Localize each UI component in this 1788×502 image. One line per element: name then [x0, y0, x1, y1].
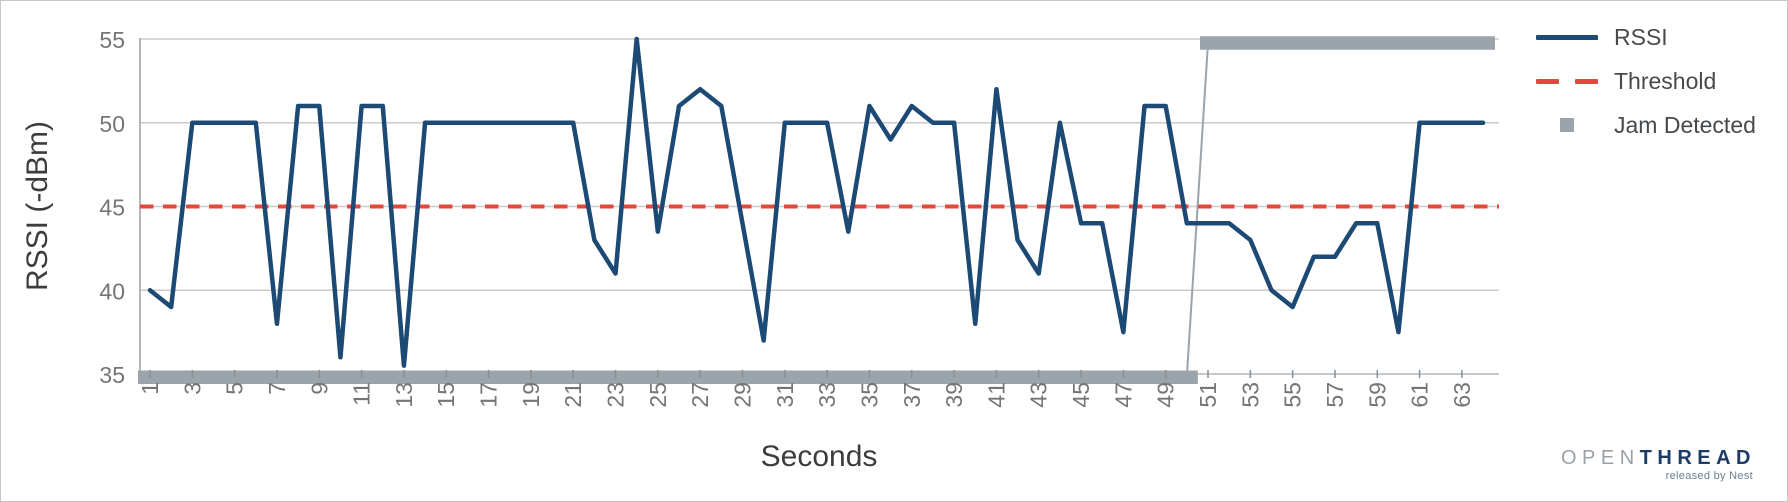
openthread-logo: OPENTHREAD released by Nest: [1561, 448, 1756, 482]
x-tick-label: 57: [1322, 382, 1348, 408]
jam-square-swatch: [1536, 118, 1598, 132]
legend-item-rssi: RSSI: [1536, 15, 1756, 59]
rssi-line-swatch: [1536, 34, 1598, 40]
logo-tagline: released by Nest: [1665, 470, 1753, 482]
legend: RSSI Threshold Jam Detected: [1536, 15, 1756, 147]
x-tick-label: 55: [1280, 382, 1306, 408]
legend-item-jam-detected: Jam Detected: [1536, 103, 1756, 147]
threshold-dash-swatch: [1536, 78, 1598, 84]
x-tick-label: 43: [1026, 382, 1052, 408]
x-tick-label: 39: [941, 382, 967, 408]
x-tick-label: 53: [1237, 382, 1263, 408]
x-tick-label: 51: [1195, 382, 1221, 408]
x-tick-label: 31: [772, 382, 798, 408]
x-tick-label: 15: [433, 382, 459, 408]
logo-open-text: OPEN: [1560, 447, 1640, 469]
x-tick-label: 5: [222, 382, 248, 395]
x-tick-label: 23: [603, 382, 629, 408]
x-tick-label: 9: [306, 382, 332, 395]
y-tick-label: 50: [99, 111, 125, 137]
x-tick-label: 21: [560, 382, 586, 408]
rssi-line-series: [147, 36, 1486, 368]
x-tick-label: 37: [899, 382, 925, 408]
x-tick-label: 47: [1110, 382, 1136, 408]
x-tick-label: 49: [1153, 382, 1179, 408]
x-tick-label: 7: [264, 382, 290, 395]
y-tick-label: 45: [99, 195, 125, 221]
x-tick-label: 19: [518, 382, 544, 408]
x-tick-label: 61: [1407, 382, 1433, 408]
x-tick-label: 13: [391, 382, 417, 408]
x-axis-title: Seconds: [760, 440, 878, 473]
x-tick-label: 11: [349, 382, 375, 406]
legend-label: Jam Detected: [1614, 111, 1756, 138]
x-tick-label: 45: [1068, 382, 1094, 408]
x-tick-label: 27: [687, 382, 713, 408]
x-tick-label: 1: [137, 382, 163, 395]
x-tick-label: 29: [729, 382, 755, 408]
logo-thread-text: THREAD: [1639, 447, 1756, 469]
y-axis-title: RSSI (-dBm): [21, 120, 54, 292]
x-tick-label: 3: [179, 382, 205, 395]
x-tick-label: 41: [983, 382, 1009, 408]
x-tick-label: 35: [856, 382, 882, 408]
x-tick-label: 63: [1449, 382, 1475, 408]
x-tick-label: 25: [645, 382, 671, 408]
legend-label: RSSI: [1614, 23, 1668, 50]
y-tick-label: 40: [99, 278, 125, 304]
legend-item-threshold: Threshold: [1536, 59, 1756, 103]
legend-label: Threshold: [1614, 67, 1717, 94]
x-tick-label: 33: [814, 382, 840, 408]
y-tick-label: 35: [99, 362, 125, 388]
openthread-wordmark: OPENTHREAD: [1561, 448, 1756, 468]
jam-transition-line: [1185, 42, 1209, 377]
x-tick-label: 59: [1364, 382, 1390, 408]
y-tick-label: 55: [99, 27, 125, 53]
x-tick-label: 17: [476, 382, 502, 408]
